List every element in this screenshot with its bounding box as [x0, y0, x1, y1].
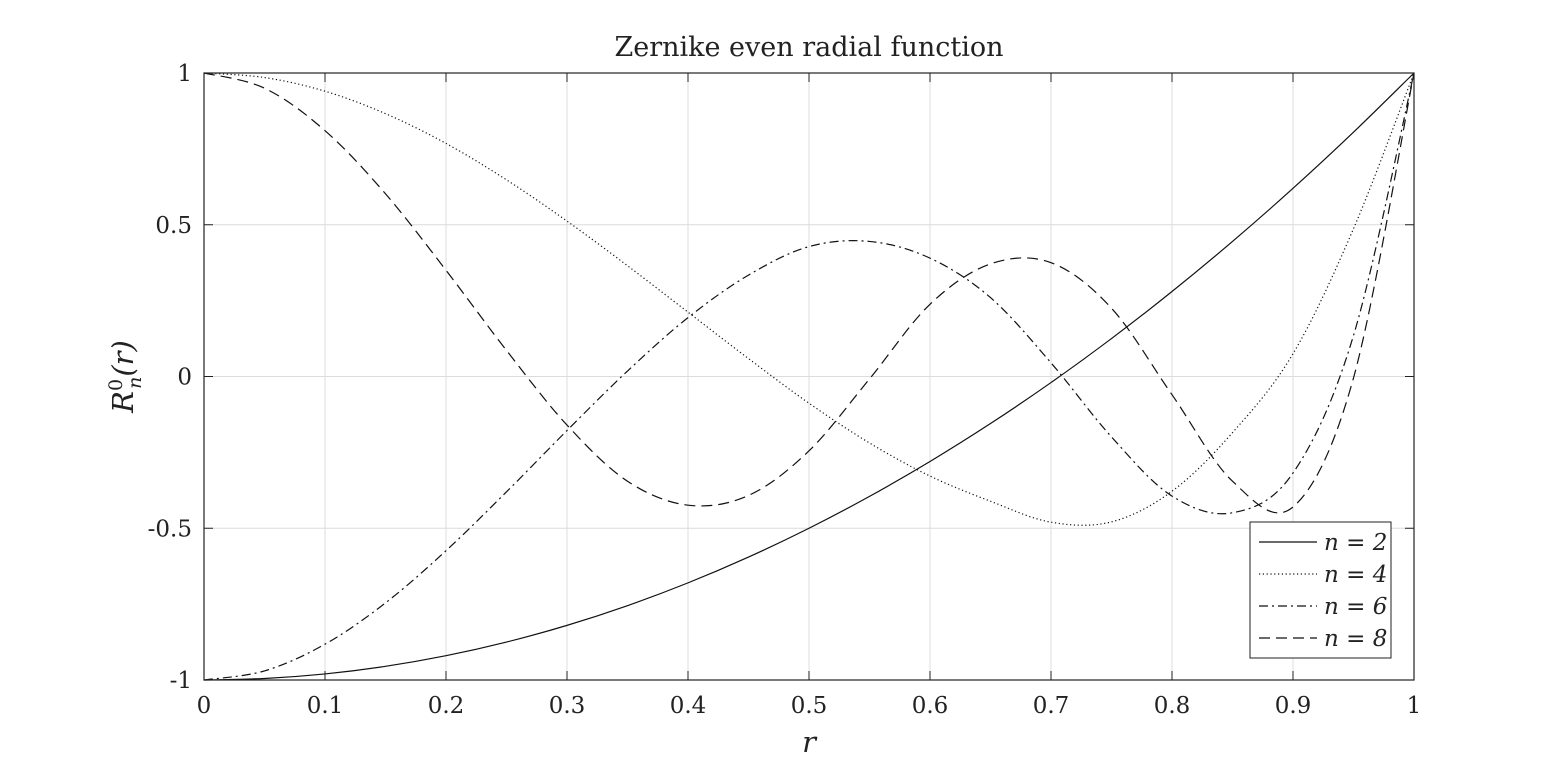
x-tick-label: 0.2 — [428, 693, 465, 719]
x-tick-label: 0.9 — [1275, 693, 1312, 719]
legend: n = 2 n = 4 n = 6 n = 8 — [1249, 521, 1392, 659]
series-line-n6 — [203, 72, 1415, 681]
x-axis-label: r — [802, 725, 818, 759]
y-axis-label-argument: (r) — [106, 340, 140, 377]
x-tick-label: 0.6 — [912, 693, 949, 719]
legend-label: n = 8 — [1324, 626, 1387, 652]
y-tick-label: 1 — [177, 61, 192, 87]
legend-box — [1249, 521, 1392, 659]
y-tick-label: -1 — [170, 668, 192, 694]
x-tick-label: 0.5 — [791, 693, 828, 719]
x-tick-label: 0.7 — [1033, 693, 1070, 719]
x-tick-label: 0.3 — [549, 693, 586, 719]
y-tick-label: 0 — [177, 365, 192, 391]
x-tick-label: 0.4 — [670, 693, 707, 719]
legend-label: n = 4 — [1324, 562, 1387, 588]
y-axis-label-subscript: n — [124, 377, 146, 389]
y-axis-label-superscript: 0 — [105, 379, 127, 391]
x-tick-label: 0 — [197, 693, 212, 719]
chart-title: Zernike even radial function — [614, 32, 1003, 63]
x-tick-label: 0.8 — [1154, 693, 1191, 719]
series-line-n2 — [203, 72, 1415, 681]
legend-label: n = 2 — [1324, 530, 1387, 556]
series-layer — [203, 72, 1415, 681]
y-axis-label-base: R — [106, 391, 140, 414]
x-tick-label: 1 — [1407, 693, 1422, 719]
ticks: 0 0.1 0.2 0.3 0.4 0.5 0.6 0.7 0.8 0.9 1 -1 -0.5 0 0.5 1 — [148, 61, 1422, 719]
y-tick-label: 0.5 — [155, 213, 192, 239]
y-axis-label: R0n(r) — [105, 340, 146, 414]
legend-label: n = 6 — [1324, 594, 1387, 620]
y-tick-label: -0.5 — [148, 516, 192, 542]
x-tick-label: 0.1 — [307, 693, 344, 719]
